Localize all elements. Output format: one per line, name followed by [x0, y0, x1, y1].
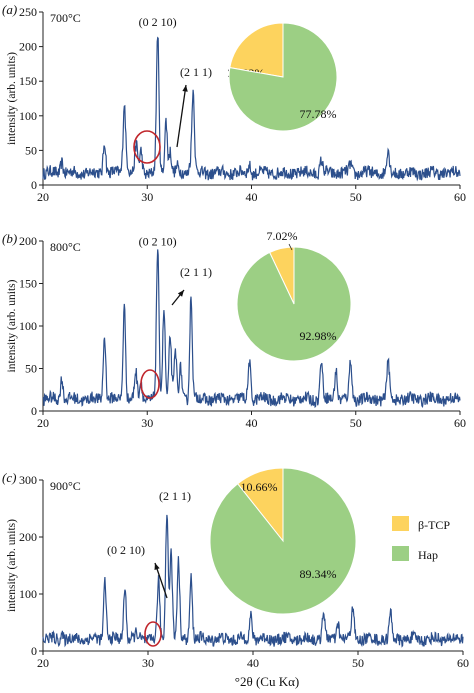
- pie-slice-hap: [236, 246, 352, 362]
- annotation-arrowhead: [182, 85, 188, 92]
- panel-label: (a): [2, 2, 17, 17]
- panel-label: (b): [2, 231, 17, 246]
- y-axis-label: intensity (arb. units): [6, 279, 18, 372]
- y-tick-label: 0: [31, 178, 37, 192]
- x-tick-label: 20: [37, 656, 49, 670]
- temperature-label: 800°C: [50, 240, 81, 254]
- annotation-arrow: [176, 84, 187, 148]
- x-tick-label: 60: [457, 656, 469, 670]
- y-tick-label: 200: [19, 530, 37, 544]
- pie-leader-line: [288, 243, 293, 251]
- x-axis-label: °2θ (Cu Kα): [235, 674, 299, 689]
- y-tick-label: 250: [19, 5, 37, 19]
- pie-slice-label: 77.78%: [300, 107, 337, 121]
- legend-swatch: [392, 516, 409, 531]
- x-tick-label: 40: [246, 416, 258, 430]
- x-tick-label: 20: [37, 190, 49, 204]
- panel-label: (c): [2, 470, 16, 485]
- highlight-circle: [140, 369, 160, 399]
- peak-annotation: (2 1 1): [180, 265, 212, 279]
- temperature-label: 900°C: [50, 479, 81, 493]
- x-tick-label: 60: [454, 416, 466, 430]
- x-tick-label: 60: [454, 190, 466, 204]
- x-tick-label: 40: [247, 656, 259, 670]
- annotation-arrowhead: [154, 563, 160, 570]
- y-tick-label: 100: [19, 319, 37, 333]
- pie-slice-label: 10.66%: [241, 480, 278, 494]
- x-tick-label: 30: [142, 656, 154, 670]
- xrd-trace: [42, 249, 461, 409]
- peak-annotation: (0 2 10): [107, 543, 145, 557]
- legend-label: β-TCP: [418, 518, 450, 532]
- legend-label: Hap: [418, 548, 438, 562]
- y-tick-label: 100: [19, 587, 37, 601]
- y-tick-label: 150: [19, 277, 37, 291]
- peak-annotation: (2 1 1): [159, 489, 191, 503]
- pie-slice-hap: [228, 22, 338, 132]
- x-tick-label: 40: [246, 190, 258, 204]
- temperature-label: 700°C: [50, 11, 81, 25]
- highlight-circle: [133, 130, 161, 164]
- y-tick-label: 100: [19, 109, 37, 123]
- y-tick-label: 50: [25, 362, 37, 376]
- xrd-panel-3: (c) 900°C intensity (arb. units) 0 100 200 300…: [2, 467, 469, 689]
- xrd-trace: [42, 36, 461, 182]
- y-tick-label: 50: [25, 143, 37, 157]
- highlight-circle: [144, 621, 162, 647]
- legend: β-TCP Hap: [392, 516, 450, 562]
- y-axis-label: intensity (arb. units): [6, 519, 18, 612]
- y-tick-label: 0: [31, 644, 37, 658]
- x-tick-label: 50: [350, 190, 362, 204]
- peak-annotation: (0 2 10): [139, 15, 177, 29]
- y-axis-label: intensity (arb. units): [6, 52, 18, 145]
- x-tick-label: 50: [352, 656, 364, 670]
- y-tick-label: 200: [19, 234, 37, 248]
- x-tick-label: 30: [141, 190, 153, 204]
- y-tick-label: 0: [31, 404, 37, 418]
- pie-slice-label: 89.34%: [300, 567, 337, 581]
- peak-annotation: (0 2 10): [139, 234, 177, 248]
- y-tick-label: 300: [19, 473, 37, 487]
- xrd-panel-1: (a) 700°C intensity (arb. units) 0 50 100 150 2…: [2, 2, 466, 204]
- x-tick-label: 50: [350, 416, 362, 430]
- peak-annotation: (2 1 1): [180, 65, 212, 79]
- annotation-arrowhead: [177, 290, 184, 297]
- pie-slice-tcp: [229, 22, 284, 78]
- pie-slice-label: 7.02%: [267, 229, 298, 243]
- pie-slice-hap: [209, 467, 357, 615]
- x-tick-label: 20: [37, 416, 49, 430]
- xrd-trace: [42, 514, 464, 648]
- xrd-panel-2: (b) 800°C intensity (arb. units) 0 50 100 150 2…: [2, 229, 466, 430]
- y-tick-label: 200: [19, 40, 37, 54]
- x-tick-label: 30: [141, 416, 153, 430]
- pie-slice-label: 92.98%: [300, 329, 337, 343]
- y-tick-label: 150: [19, 74, 37, 88]
- legend-swatch: [392, 546, 409, 561]
